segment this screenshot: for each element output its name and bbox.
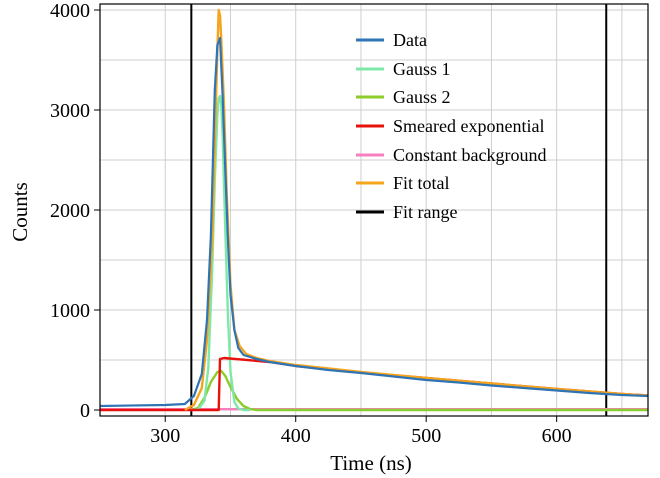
legend-entry-fit-total: Fit total xyxy=(356,173,450,193)
fit-range-lines xyxy=(190,4,608,416)
legend-entry-fit-range: Fit range xyxy=(356,202,458,222)
legend-entry-data: Data xyxy=(356,30,427,50)
legend: Data Gauss 1 Gauss 2 Smeared exponential… xyxy=(356,30,546,222)
legend-label-fit-total: Fit total xyxy=(393,173,450,193)
x-axis-title: Time (ns) xyxy=(330,451,412,475)
legend-entry-gauss-2: Gauss 2 xyxy=(356,87,451,107)
x-tick-label: 500 xyxy=(411,425,441,447)
y-axis-title: Counts xyxy=(8,182,32,242)
legend-entry-constant-background: Constant background xyxy=(356,145,546,165)
y-tick-label: 2000 xyxy=(50,200,90,222)
series-lines xyxy=(99,8,649,412)
series-line-gauss1 xyxy=(191,94,250,412)
axis-ticks: 300 400 500 600 0 1000 2000 3000 4000 xyxy=(50,0,572,447)
legend-label-gauss-2: Gauss 2 xyxy=(393,87,451,107)
y-tick-label: 0 xyxy=(80,400,90,422)
y-tick-label: 3000 xyxy=(50,100,90,122)
y-tick-label: 1000 xyxy=(50,300,90,322)
legend-label-fit-range: Fit range xyxy=(393,202,458,222)
x-tick-label: 400 xyxy=(281,425,311,447)
legend-label-smeared-exponential: Smeared exponential xyxy=(393,116,544,136)
series-line-data xyxy=(99,36,649,408)
legend-label-gauss-1: Gauss 1 xyxy=(393,59,451,79)
x-tick-label: 600 xyxy=(542,425,572,447)
legend-entry-smeared-exponential: Smeared exponential xyxy=(356,116,544,136)
y-tick-label: 4000 xyxy=(50,0,90,22)
legend-label-constant-background: Constant background xyxy=(393,145,546,165)
series-line-smeared-exponential xyxy=(100,356,649,412)
legend-label-data: Data xyxy=(393,30,427,50)
grid xyxy=(100,4,648,416)
x-tick-label: 300 xyxy=(150,425,180,447)
legend-entry-gauss-1: Gauss 1 xyxy=(356,59,451,79)
